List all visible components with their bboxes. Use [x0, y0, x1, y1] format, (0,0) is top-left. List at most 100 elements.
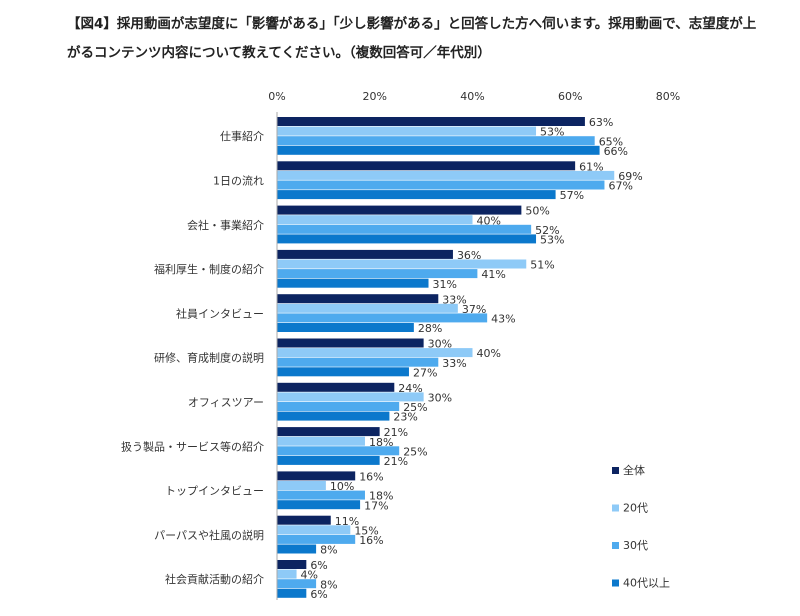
- data-label: 30%: [428, 392, 452, 405]
- data-label: 21%: [384, 455, 408, 468]
- legend-label: 全体: [623, 463, 645, 477]
- bar-1: [277, 427, 380, 437]
- bar-4: [277, 323, 414, 332]
- bar-4: [277, 145, 600, 155]
- data-label: 33%: [442, 293, 466, 306]
- bar-4: [277, 367, 409, 377]
- data-label: 28%: [418, 322, 442, 335]
- data-label: 65%: [599, 135, 623, 148]
- x-tick-label: 60%: [558, 90, 582, 103]
- bar-3: [277, 269, 478, 279]
- legend-swatch: [612, 467, 619, 474]
- x-tick-label: 40%: [460, 90, 484, 103]
- bar-3: [277, 224, 532, 234]
- category-label: 扱う製品・サービス等の紹介: [121, 439, 264, 453]
- bar-2: [277, 215, 473, 225]
- data-label: 69%: [618, 170, 642, 183]
- data-label: 18%: [369, 490, 393, 503]
- data-label: 40%: [477, 214, 501, 227]
- category-label: 社員インタビュー: [176, 306, 264, 320]
- legend-swatch: [612, 504, 619, 512]
- category-label: 福利厚生・制度の紹介: [154, 262, 264, 276]
- legend-swatch: [612, 542, 619, 549]
- data-label: 23%: [393, 411, 417, 424]
- x-tick-label: 0%: [268, 90, 285, 103]
- data-label: 67%: [608, 180, 632, 193]
- bar-2: [277, 170, 615, 180]
- data-label: 53%: [540, 126, 564, 139]
- bar-1: [277, 560, 307, 569]
- x-tick-label: 80%: [656, 90, 680, 103]
- bar-2: [277, 392, 424, 402]
- bar-4: [277, 500, 361, 510]
- data-label: 16%: [359, 471, 383, 484]
- bar-1: [277, 117, 585, 126]
- data-label: 8%: [320, 544, 337, 557]
- bar-3: [277, 357, 439, 367]
- data-label: 31%: [433, 278, 457, 291]
- bar-1: [277, 249, 453, 259]
- data-label: 27%: [413, 366, 437, 379]
- data-label: 10%: [330, 480, 354, 493]
- bar-4: [277, 278, 429, 288]
- data-label: 8%: [320, 578, 337, 591]
- data-label: 30%: [428, 338, 452, 351]
- x-tick-label: 20%: [363, 90, 387, 103]
- bar-4: [277, 411, 390, 421]
- category-label: 1日の流れ: [213, 174, 264, 188]
- category-label: 仕事紹介: [220, 130, 264, 143]
- category-label: 社会貢献活動の紹介: [165, 572, 264, 586]
- legend-label: 30代: [623, 539, 648, 552]
- bar-4: [277, 234, 537, 244]
- bar-4: [277, 588, 307, 598]
- category-label: パーパスや社風の説明: [154, 528, 264, 542]
- data-label: 36%: [457, 249, 481, 262]
- bar-1: [277, 515, 331, 525]
- category-label: オフィスツアー: [188, 396, 264, 409]
- data-label: 53%: [540, 234, 564, 247]
- data-label: 6%: [310, 559, 327, 572]
- bar-1: [277, 294, 439, 304]
- category-label: 会社・事業紹介: [187, 218, 264, 232]
- bar-4: [277, 544, 317, 554]
- chart-title: 【図4】採用動画が志望度に「影響がある」「少し影響がある」と回答した方へ伺います…: [67, 16, 757, 61]
- bar-3: [277, 490, 365, 500]
- data-label: 66%: [604, 145, 628, 158]
- data-label: 61%: [579, 160, 603, 173]
- bar-3: [277, 579, 317, 589]
- data-label: 18%: [369, 436, 393, 449]
- bar-3: [277, 402, 400, 411]
- data-label: 41%: [481, 268, 505, 281]
- bar-3: [277, 180, 605, 190]
- data-label: 6%: [310, 588, 327, 601]
- category-label: トップインタビュー: [165, 485, 264, 498]
- data-label: 16%: [359, 534, 383, 547]
- bar-1: [277, 161, 576, 171]
- bar-2: [277, 126, 537, 136]
- data-label: 33%: [442, 357, 466, 370]
- bar-1: [277, 338, 424, 348]
- data-label: 15%: [354, 524, 378, 537]
- data-label: 25%: [403, 401, 427, 414]
- legend-label: 40代以上: [623, 577, 670, 590]
- data-label: 52%: [535, 224, 559, 237]
- bar-1: [277, 471, 356, 481]
- data-label: 51%: [530, 259, 554, 272]
- bar-2: [277, 525, 351, 535]
- bar-2: [277, 569, 297, 579]
- bar-2: [277, 348, 473, 358]
- data-label: 43%: [491, 313, 515, 326]
- bar-3: [277, 313, 488, 323]
- bar-3: [277, 446, 400, 456]
- category-label: 研修、育成制度の説明: [154, 351, 264, 365]
- data-label: 37%: [462, 303, 486, 316]
- bar-1: [277, 382, 395, 392]
- data-label: 11%: [335, 515, 359, 528]
- data-label: 63%: [589, 116, 613, 129]
- bar-4: [277, 455, 380, 465]
- bar-3: [277, 534, 356, 544]
- data-label: 50%: [525, 205, 549, 218]
- bar-2: [277, 481, 326, 490]
- bar-4: [277, 190, 556, 200]
